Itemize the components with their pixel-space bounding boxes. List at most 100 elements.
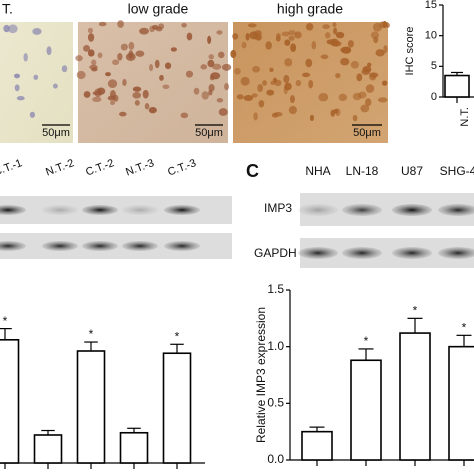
cell [76, 70, 86, 80]
cell [193, 87, 200, 95]
significance: * [364, 334, 369, 348]
cell [107, 95, 116, 101]
cell [186, 32, 193, 41]
panel-label: low grade [128, 1, 189, 17]
cell [16, 96, 25, 101]
band [438, 247, 474, 259]
lane-label: SHG-4 [440, 164, 474, 178]
band [0, 241, 26, 251]
cell [308, 79, 314, 89]
panel-label: high grade [277, 1, 343, 17]
band [0, 205, 26, 215]
band [342, 204, 382, 216]
cell [208, 54, 214, 60]
lane-label: C.T.-1 [0, 157, 24, 178]
cell [117, 52, 123, 61]
cell [362, 65, 372, 73]
cell [159, 74, 164, 81]
cell [305, 58, 313, 68]
cell [274, 79, 282, 87]
cell [212, 63, 222, 70]
cell [253, 33, 263, 41]
cell [265, 41, 272, 50]
lane-label: U87 [401, 164, 423, 178]
scale-label: 50μm [195, 127, 223, 139]
cell [8, 24, 18, 34]
cell [119, 111, 127, 117]
cell [379, 21, 386, 29]
micrograph [78, 22, 228, 143]
cell [324, 32, 331, 39]
cell [295, 80, 302, 87]
scale-label: 50μm [42, 127, 70, 139]
lane-label: N.T.-2 [44, 157, 76, 178]
panel-label: T. [2, 1, 13, 17]
y-tick-label: 15 [425, 0, 437, 11]
bar [162, 352, 192, 464]
y-tick-label: 1.5 [267, 282, 284, 296]
lane-label: C.T.-2 [84, 157, 116, 178]
band [122, 241, 158, 251]
cell [83, 45, 91, 52]
cell [281, 31, 290, 37]
cell [335, 73, 341, 79]
y-tick-label: 0.5 [267, 396, 284, 410]
cell [164, 62, 172, 70]
cell [142, 89, 149, 99]
cell [352, 114, 358, 122]
cell [381, 80, 388, 86]
band [164, 205, 200, 215]
band [392, 247, 432, 259]
cell [46, 46, 52, 56]
cell [32, 27, 42, 35]
cell [33, 74, 39, 80]
band [42, 241, 78, 251]
band [342, 247, 382, 259]
cell [216, 30, 223, 35]
cell [107, 79, 118, 89]
cell [365, 98, 372, 107]
band [298, 204, 338, 216]
cell [87, 33, 95, 42]
band [164, 241, 200, 251]
cell [340, 57, 350, 66]
cell [350, 60, 359, 69]
cell [89, 64, 98, 70]
significance: * [89, 327, 94, 341]
cell [112, 59, 120, 66]
bar [301, 430, 333, 461]
cell [338, 93, 348, 102]
cell [97, 52, 103, 59]
significance: * [413, 304, 418, 318]
bar [0, 338, 20, 464]
cell [383, 45, 388, 54]
cell [29, 111, 35, 118]
micrograph [0, 22, 73, 143]
y-tick-label: 0.0 [267, 452, 284, 466]
significance: * [462, 321, 467, 335]
cell [92, 96, 102, 103]
row-label: IMP3 [264, 201, 292, 215]
cell [75, 55, 83, 62]
cell [87, 49, 95, 57]
cell [241, 41, 247, 49]
cell [232, 33, 239, 40]
cell [135, 50, 145, 57]
cell [288, 105, 297, 115]
significance: * [3, 314, 8, 328]
cell [181, 22, 187, 28]
cells [3, 20, 390, 122]
cell [240, 76, 250, 86]
cell [309, 114, 315, 122]
cell [83, 91, 91, 98]
band [392, 204, 432, 216]
cell [340, 46, 351, 54]
lane-label: N.T.-3 [124, 157, 156, 178]
cell [333, 27, 338, 35]
cell [367, 62, 372, 68]
cell [120, 43, 128, 51]
cell [236, 94, 244, 100]
cell [322, 24, 330, 29]
y-axis-label: IHC score [404, 27, 416, 76]
band [82, 241, 118, 251]
